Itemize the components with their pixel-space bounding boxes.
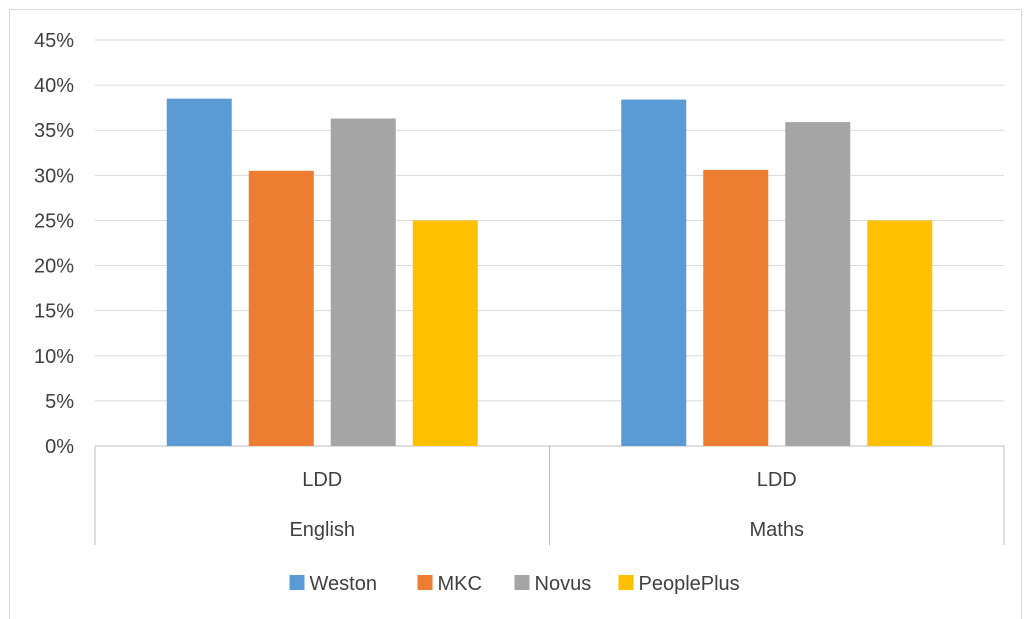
x-category-label: LDD [757, 469, 797, 491]
legend: Weston MKC Novus PeoplePlus [289, 573, 740, 595]
x-axis [94, 446, 1005, 545]
bar-novus-english [330, 118, 396, 446]
legend-label-peopleplus: PeoplePlus [639, 573, 740, 595]
bar-weston-english [166, 98, 232, 447]
y-tick-label: 0% [45, 436, 74, 458]
bar-peopleplus-english [412, 220, 478, 446]
bars [166, 98, 933, 447]
bar-mkc-english [248, 170, 314, 447]
y-tick-label: 35% [34, 120, 74, 142]
y-tick-label: 40% [34, 75, 74, 97]
legend-swatch-novus [514, 575, 530, 590]
x-parent-category-label: English [289, 519, 355, 541]
x-category-label: LDD [302, 469, 342, 491]
y-axis-ticks: 0% 5% 10% 15% 20% 25% 30% 35% 40% 45% [34, 30, 74, 458]
bar-mkc-maths [703, 169, 769, 447]
y-tick-label: 20% [34, 256, 74, 278]
bar-peopleplus-maths [867, 220, 933, 446]
y-tick-label: 10% [34, 346, 74, 368]
legend-label-novus: Novus [535, 573, 592, 595]
legend-label-mkc: MKC [438, 573, 482, 595]
y-tick-label: 25% [34, 210, 74, 232]
gridlines [95, 39, 1004, 447]
chart-border [9, 9, 1022, 619]
y-tick-label: 15% [34, 301, 74, 323]
x-parent-category-label: Maths [750, 519, 804, 541]
legend-swatch-weston [289, 575, 305, 590]
y-tick-label: 5% [45, 391, 74, 413]
legend-swatch-mkc [417, 575, 433, 590]
y-tick-label: 45% [34, 30, 74, 52]
y-tick-label: 30% [34, 165, 74, 187]
legend-label-weston: Weston [310, 573, 377, 595]
x-axis-category-labels: LDD English LDD Maths [289, 469, 804, 541]
bar-weston-maths [621, 99, 687, 447]
legend-swatch-peopleplus [618, 575, 634, 590]
bar-novus-maths [785, 122, 851, 446]
